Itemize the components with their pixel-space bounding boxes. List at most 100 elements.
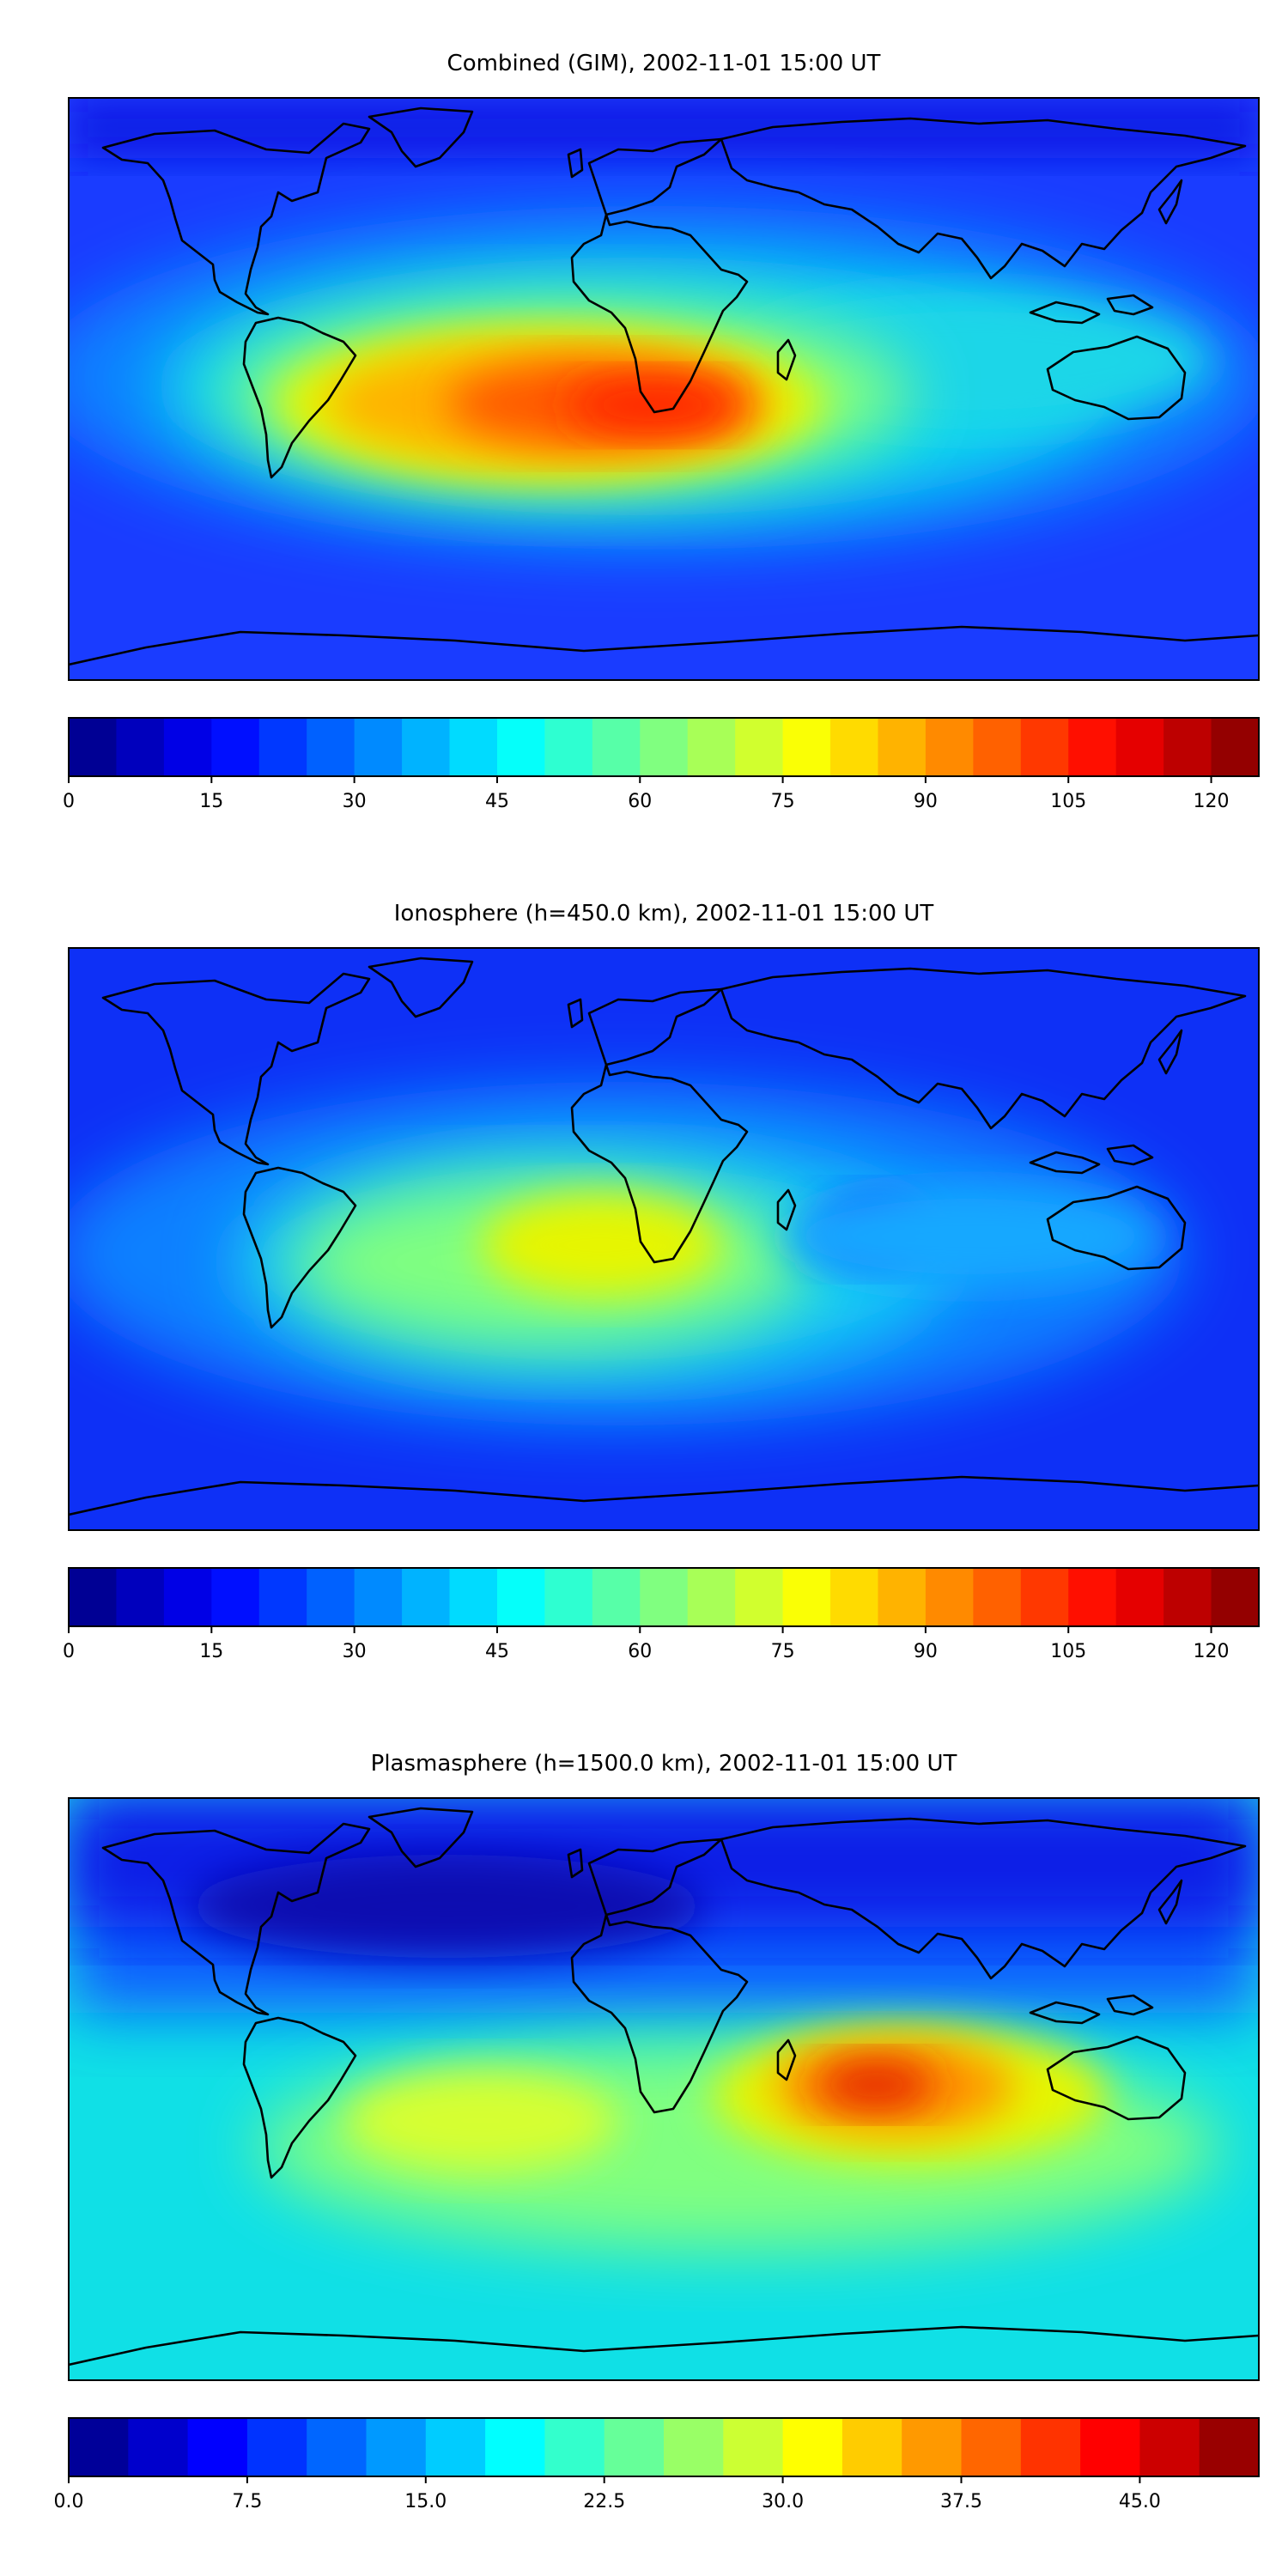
colorbar-swatch — [782, 2418, 843, 2476]
colorbar-swatch — [425, 2418, 486, 2476]
colorbar-swatch — [973, 718, 1022, 776]
colorbar-tick-label: 0 — [63, 1641, 75, 1662]
colorbar: 0 15 30 45 60 75 90 105 120 — [63, 717, 1260, 812]
colorbar-swatch — [116, 1568, 165, 1626]
colorbar-tick-label: 30 — [343, 791, 367, 812]
colorbar-swatch — [830, 718, 879, 776]
colorbar-swatch — [687, 1568, 736, 1626]
colorbar-swatch — [544, 2418, 605, 2476]
colorbar-tick-label: 60 — [628, 791, 652, 812]
colorbar: 0.0 7.5 15.0 22.5 30.0 37.5 45.0 — [54, 2417, 1260, 2512]
colorbar-tick-label: 15 — [199, 1641, 223, 1662]
colorbar-swatch — [1115, 1568, 1164, 1626]
colorbar-swatch — [366, 2418, 427, 2476]
colorbar-swatch — [1020, 2418, 1081, 2476]
colorbar-swatch — [1068, 1568, 1117, 1626]
colorbar-swatch — [1139, 2418, 1200, 2476]
colorbar-swatch — [1020, 1568, 1069, 1626]
colorbar-swatch — [782, 1568, 831, 1626]
colorbar-swatch — [1163, 718, 1212, 776]
colorbar-swatch — [69, 1568, 118, 1626]
colorbar-swatch — [116, 718, 165, 776]
colorbar-swatch — [592, 718, 641, 776]
colorbar-tick-label: 45.0 — [1119, 2491, 1161, 2512]
colorbar-swatch — [544, 718, 593, 776]
colorbar-swatch — [1068, 718, 1117, 776]
colorbar-swatch — [258, 1568, 307, 1626]
colorbar-tick-label: 22.5 — [583, 2491, 625, 2512]
chart-plasmasphere: Plasmasphere (h=1500.0 km), 2002-11-01 1… — [54, 1751, 1260, 2512]
colorbar-swatch — [640, 718, 689, 776]
colorbar-swatch — [307, 718, 355, 776]
colorbar-swatch — [902, 2418, 963, 2476]
colorbar-tick-label: 15 — [199, 791, 223, 812]
colorbar-swatch — [687, 718, 736, 776]
colorbar-swatch — [1080, 2418, 1140, 2476]
colorbar-swatch — [163, 718, 212, 776]
map-field — [69, 1798, 1259, 2380]
colorbar-swatch — [485, 2418, 545, 2476]
colorbar-swatch — [69, 718, 118, 776]
colorbar-swatch — [211, 1568, 260, 1626]
colorbar-tick-label: 37.5 — [940, 2491, 982, 2512]
colorbar-tick-label: 75 — [771, 1641, 795, 1662]
colorbar-swatch — [961, 2418, 1022, 2476]
colorbar-swatch — [402, 718, 451, 776]
colorbar-swatch — [1163, 1568, 1212, 1626]
colorbar-swatch — [258, 718, 307, 776]
colorbar-swatch — [878, 718, 927, 776]
colorbar-swatch — [307, 2418, 368, 2476]
colorbar-tick-label: 120 — [1194, 791, 1230, 812]
colorbar-swatch — [925, 1568, 974, 1626]
colorbar-tick-label: 120 — [1194, 1641, 1230, 1662]
colorbar-swatch — [1199, 2418, 1260, 2476]
colorbar-swatch — [246, 2418, 307, 2476]
colorbar-tick-label: 30 — [343, 1641, 367, 1662]
colorbar-tick-label: 75 — [771, 791, 795, 812]
map-field — [69, 948, 1259, 1530]
colorbar-swatch — [449, 1568, 498, 1626]
colorbar-swatch — [604, 2418, 665, 2476]
colorbar-swatch — [782, 718, 831, 776]
colorbar-swatch — [402, 1568, 451, 1626]
colorbar-swatch — [307, 1568, 355, 1626]
colorbar-tick-label: 30.0 — [762, 2491, 804, 2512]
colorbar-tick-label: 0.0 — [54, 2491, 84, 2512]
colorbar-swatch — [841, 2418, 902, 2476]
colorbar-swatch — [163, 1568, 212, 1626]
colorbar-swatch — [496, 1568, 545, 1626]
colorbar-tick-label: 45 — [485, 791, 509, 812]
colorbar-tick-label: 0 — [63, 791, 75, 812]
colorbar-swatch — [354, 1568, 403, 1626]
colorbar-swatch — [723, 2418, 784, 2476]
colorbar-swatch — [592, 1568, 641, 1626]
colorbar-swatch — [354, 718, 403, 776]
colorbar-swatch — [735, 718, 784, 776]
colorbar-swatch — [1211, 718, 1260, 776]
colorbar-swatch — [1211, 1568, 1260, 1626]
colorbar-swatch — [925, 718, 974, 776]
chart-ionosphere: Ionosphere (h=450.0 km), 2002-11-01 15:0… — [63, 901, 1260, 1662]
colorbar-tick-label: 105 — [1050, 791, 1086, 812]
colorbar-swatch — [1115, 718, 1164, 776]
colorbar-swatch — [664, 2418, 724, 2476]
colorbar-swatch — [128, 2418, 189, 2476]
chart-combined: Combined (GIM), 2002-11-01 15:00 UT 0 15 3… — [63, 51, 1260, 812]
colorbar-swatch — [640, 1568, 689, 1626]
colorbar: 0 15 30 45 60 75 90 105 120 — [63, 1567, 1260, 1662]
colorbar-tick-label: 7.5 — [232, 2491, 262, 2512]
colorbar-swatch — [735, 1568, 784, 1626]
colorbar-swatch — [544, 1568, 593, 1626]
colorbar-tick-label: 90 — [914, 791, 938, 812]
colorbar-swatch — [973, 1568, 1022, 1626]
chart-title: Ionosphere (h=450.0 km), 2002-11-01 15:0… — [394, 901, 934, 927]
map-field — [69, 98, 1259, 680]
colorbar-swatch — [69, 2418, 129, 2476]
colorbar-tick-label: 105 — [1050, 1641, 1086, 1662]
colorbar-swatch — [449, 718, 498, 776]
colorbar-swatch — [187, 2418, 248, 2476]
colorbar-swatch — [1020, 718, 1069, 776]
colorbar-tick-label: 45 — [485, 1641, 509, 1662]
colorbar-tick-label: 15.0 — [404, 2491, 447, 2512]
